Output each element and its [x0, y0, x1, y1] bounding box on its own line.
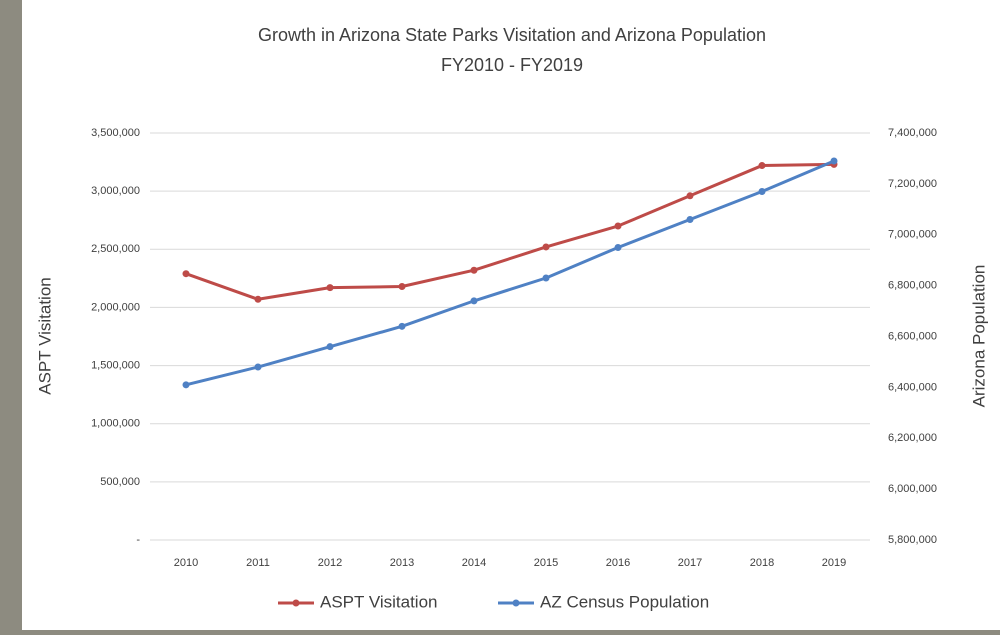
y-axis-title: ASPT Visitation [35, 277, 54, 395]
x-tick-label: 2011 [246, 557, 270, 569]
y2-tick-label: 6,400,000 [888, 381, 937, 393]
data-point [327, 343, 334, 350]
data-point [183, 270, 190, 277]
y2-tick-label: 7,400,000 [888, 127, 937, 139]
data-point [615, 223, 622, 230]
x-tick-label: 2017 [678, 557, 702, 569]
data-point [183, 381, 190, 388]
legend-label: ASPT Visitation [320, 592, 438, 611]
chart-title: Growth in Arizona State Parks Visitation… [258, 25, 766, 45]
legend-marker [513, 600, 520, 607]
x-tick-label: 2019 [822, 557, 846, 569]
data-point [471, 297, 478, 304]
y2-tick-label: 7,200,000 [888, 178, 937, 190]
x-tick-label: 2018 [750, 557, 774, 569]
y-tick-label: 1,000,000 [91, 418, 140, 430]
data-point [831, 157, 838, 164]
data-point [759, 162, 766, 169]
page: {"chart_data": {"type": "line", "title":… [0, 0, 1000, 630]
data-point [687, 192, 694, 199]
legend-label: AZ Census Population [540, 592, 709, 611]
y-tick-label: 3,000,000 [91, 185, 140, 197]
y-tick-label: 2,500,000 [91, 243, 140, 255]
data-point [399, 283, 406, 290]
chart-panel [22, 0, 1000, 630]
y-tick-label: 1,500,000 [91, 359, 140, 371]
y2-tick-label: 7,000,000 [888, 229, 937, 241]
y2-tick-label: 6,800,000 [888, 280, 937, 292]
legend-marker [293, 600, 300, 607]
data-point [687, 216, 694, 223]
data-point [471, 267, 478, 274]
x-tick-label: 2016 [606, 557, 630, 569]
y-tick-label: - [136, 534, 140, 546]
chart: Growth in Arizona State Parks Visitation… [0, 0, 1000, 630]
data-point [327, 284, 334, 291]
y2-tick-label: 6,000,000 [888, 483, 937, 495]
data-point [543, 243, 550, 250]
y-tick-label: 500,000 [100, 476, 140, 488]
x-tick-label: 2013 [390, 557, 414, 569]
data-point [255, 364, 262, 371]
data-point [255, 296, 262, 303]
data-point [615, 244, 622, 251]
x-tick-label: 2010 [174, 557, 198, 569]
y2-axis-title: Arizona Population [969, 265, 988, 408]
y-tick-label: 3,500,000 [91, 127, 140, 139]
data-point [399, 323, 406, 330]
y2-tick-label: 6,200,000 [888, 432, 937, 444]
x-tick-label: 2015 [534, 557, 558, 569]
y-tick-label: 2,000,000 [91, 301, 140, 313]
y2-tick-label: 5,800,000 [888, 534, 937, 546]
x-tick-label: 2014 [462, 557, 486, 569]
x-tick-label: 2012 [318, 557, 342, 569]
data-point [759, 188, 766, 195]
chart-subtitle: FY2010 - FY2019 [441, 55, 583, 75]
y2-tick-label: 6,600,000 [888, 330, 937, 342]
data-point [543, 274, 550, 281]
